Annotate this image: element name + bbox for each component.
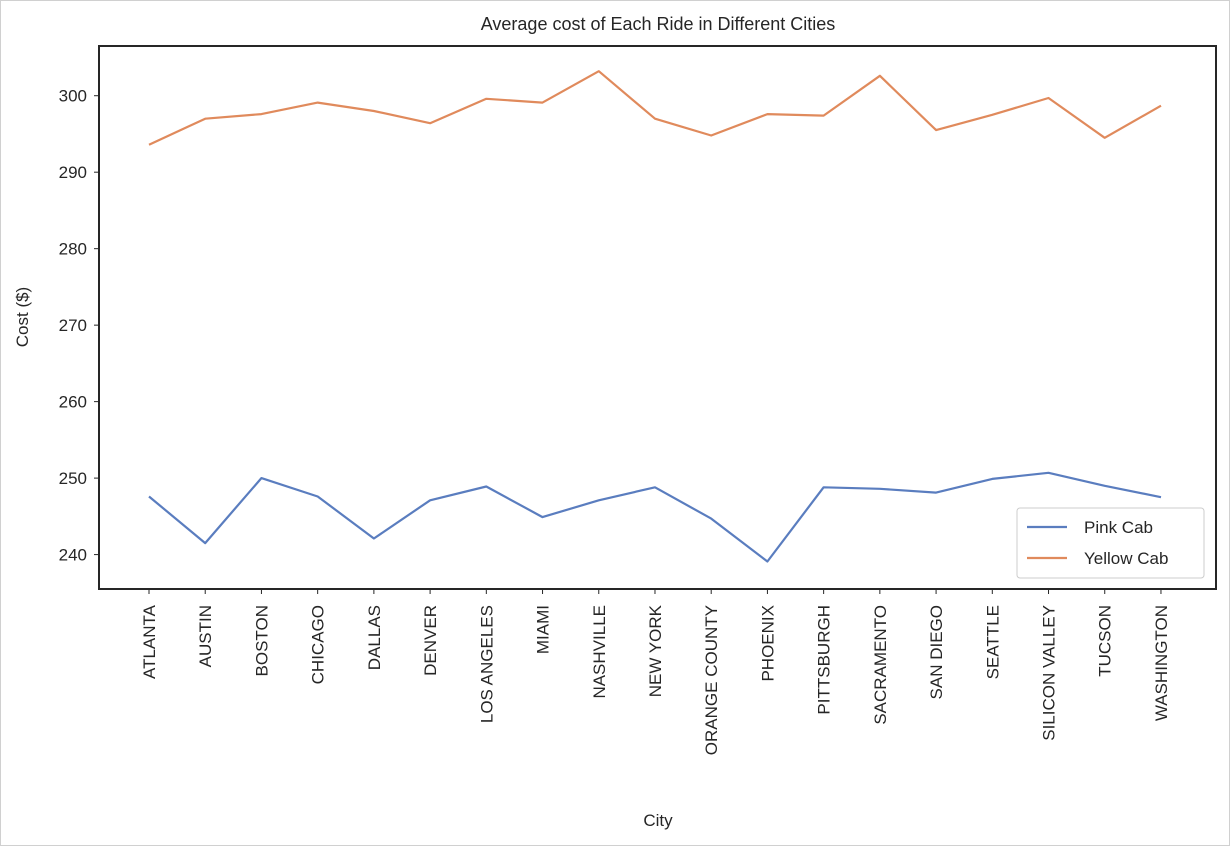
- y-tick-label: 300: [59, 87, 87, 106]
- x-tick-label: ATLANTA: [140, 604, 159, 679]
- x-tick-label: BOSTON: [252, 605, 271, 676]
- plot-area: [98, 45, 1217, 590]
- y-tick-label: 270: [59, 316, 87, 335]
- legend-label: Pink Cab: [1084, 518, 1153, 537]
- y-tick-label: 260: [59, 393, 87, 412]
- x-tick-label: SACRAMENTO: [871, 605, 890, 725]
- x-tick-label: PITTSBURGH: [815, 605, 834, 715]
- x-tick-label: DENVER: [421, 605, 440, 676]
- x-tick-label: NEW YORK: [646, 604, 665, 697]
- legend: Pink Cab Yellow Cab: [1016, 507, 1205, 579]
- x-axis-label: City: [643, 811, 673, 830]
- x-axis-ticks: ATLANTA AUSTIN BOSTON CHICAGO DALLAS DENVER LO…: [140, 589, 1171, 755]
- x-tick-label: NASHVILLE: [590, 605, 609, 699]
- x-tick-label: ORANGE COUNTY: [702, 605, 721, 755]
- y-axis-ticks: 240 250 260 270 280 290 300: [59, 87, 99, 565]
- x-tick-label: TUCSON: [1096, 605, 1115, 677]
- series-line-yellow-cab: [148, 70, 1162, 146]
- series-line-pink-cab: [148, 471, 1162, 563]
- y-tick-label: 280: [59, 240, 87, 259]
- x-tick-label: SILICON VALLEY: [1040, 605, 1059, 741]
- x-tick-label: LOS ANGELES: [477, 605, 496, 723]
- x-tick-label: SEATTLE: [983, 605, 1002, 679]
- x-tick-label: PHOENIX: [758, 605, 777, 682]
- series-lines: [148, 70, 1162, 563]
- y-tick-label: 290: [59, 163, 87, 182]
- x-tick-label: MIAMI: [534, 605, 553, 654]
- x-tick-label: DALLAS: [365, 605, 384, 670]
- legend-box: [1016, 507, 1205, 579]
- x-tick-label: WASHINGTON: [1152, 605, 1171, 721]
- x-tick-label: SAN DIEGO: [927, 605, 946, 699]
- y-tick-label: 240: [59, 546, 87, 565]
- chart-title: Average cost of Each Ride in Different C…: [481, 14, 836, 34]
- x-tick-label: CHICAGO: [309, 605, 328, 684]
- y-tick-label: 250: [59, 469, 87, 488]
- x-tick-label: AUSTIN: [196, 605, 215, 667]
- y-axis-label: Cost ($): [13, 287, 32, 347]
- legend-label: Yellow Cab: [1084, 549, 1168, 568]
